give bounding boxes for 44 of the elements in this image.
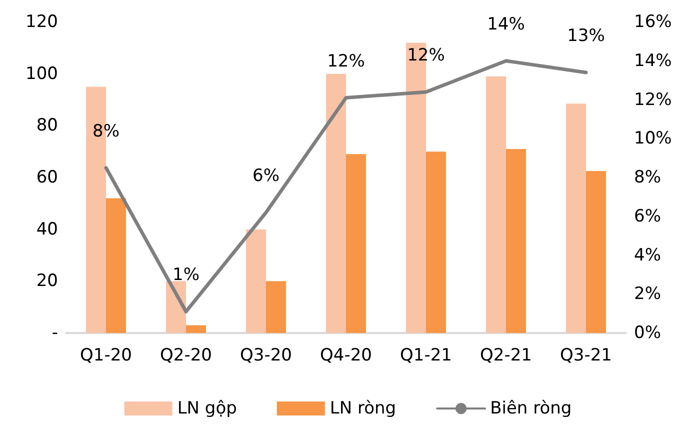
y2-tick-label: 8% (634, 168, 661, 188)
y2-tick-label: 6% (634, 206, 661, 226)
legend-label: LN gộp (177, 398, 237, 418)
data-label: 1% (172, 265, 200, 286)
y2-tick-label: 14% (634, 50, 672, 71)
x-tick-label: Q3-20 (240, 346, 292, 366)
data-label: 13% (567, 26, 605, 46)
x-tick-label: Q1-20 (80, 346, 132, 366)
x-tick-label: Q2-20 (160, 346, 212, 366)
y2-tick-label: 16% (634, 12, 672, 32)
bar (586, 171, 606, 333)
data-label: 12% (327, 51, 365, 72)
legend-label: Biên ròng (490, 398, 572, 418)
bar (506, 148, 526, 333)
bar (266, 281, 286, 333)
bar (566, 104, 586, 333)
bar (346, 154, 366, 333)
data-label: 12% (407, 45, 445, 66)
y-tick-label: 40 (36, 219, 58, 240)
y-tick-label: 100 (26, 64, 58, 84)
y-tick-label: 20 (36, 271, 58, 292)
data-label: 6% (252, 166, 280, 186)
y-tick-label: - (52, 323, 58, 343)
legend-label: LN ròng (330, 398, 396, 418)
y2-tick-label: 12% (634, 90, 672, 110)
y2-tick-label: 4% (634, 245, 661, 266)
bar (106, 198, 126, 333)
y2-tick-label: 2% (634, 284, 661, 304)
x-tick-label: Q2-21 (480, 346, 532, 366)
x-tick-label: Q3-21 (560, 346, 612, 366)
bar (426, 152, 446, 333)
bar (486, 76, 506, 333)
bar (246, 229, 266, 333)
y2-tick-label: 10% (634, 128, 672, 149)
y-tick-label: 60 (36, 168, 58, 188)
y-tick-label: 120 (26, 12, 58, 32)
bar (326, 74, 346, 333)
x-tick-label: Q1-21 (400, 346, 452, 366)
y-tick-label: 80 (36, 116, 58, 136)
data-label: 8% (92, 121, 120, 142)
data-label: 14% (487, 14, 525, 34)
x-tick-label: Q4-20 (320, 346, 372, 366)
y2-tick-label: 0% (634, 323, 661, 343)
bar (186, 325, 206, 333)
